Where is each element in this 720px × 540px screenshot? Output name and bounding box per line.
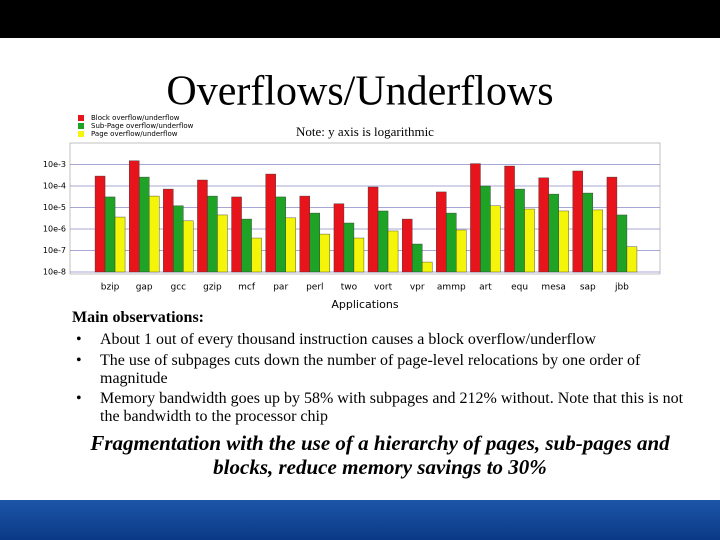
bullet-text: About 1 out of every thousand instructio… — [100, 331, 596, 348]
bar — [558, 210, 569, 273]
bar — [128, 160, 140, 273]
bar — [470, 163, 481, 273]
axis-note: Note: y axis is logarithmic — [296, 124, 434, 139]
legend-label: Block overflow/underflow — [91, 114, 180, 122]
x-tick-label: gcc — [171, 283, 187, 293]
bullet-symbol: • — [76, 352, 82, 369]
bar — [173, 205, 184, 273]
bar — [436, 191, 447, 273]
bar — [217, 214, 228, 273]
x-tick-label: mcf — [238, 283, 256, 293]
conclusion: Fragmentation with the use of a hierarch… — [90, 431, 670, 479]
bullet-text: The use of subpages cuts down the number… — [100, 352, 641, 387]
bar — [299, 195, 311, 273]
bullet-symbol: • — [76, 331, 82, 348]
bar — [231, 196, 242, 273]
y-tick-label: 10e-8 — [43, 268, 66, 277]
bar — [94, 175, 106, 273]
x-tick-label: two — [341, 283, 358, 293]
x-tick-label: art — [479, 283, 492, 293]
y-tick-label: 10e-6 — [43, 225, 66, 234]
legend-swatch — [78, 131, 84, 137]
bar — [241, 218, 252, 273]
bottom-band — [0, 500, 720, 540]
x-axis-label: Applications — [331, 298, 398, 311]
x-tick-label: gzip — [203, 283, 222, 293]
x-tick-label: jbb — [614, 283, 629, 293]
bar — [367, 186, 379, 273]
bar — [446, 212, 457, 273]
legend-swatch — [78, 123, 84, 129]
bar — [616, 214, 628, 273]
bar — [548, 193, 559, 273]
bar — [183, 220, 194, 273]
bar — [592, 209, 604, 273]
x-tick-label: gap — [136, 283, 153, 293]
bar — [138, 176, 150, 273]
x-tick-label: sap — [580, 283, 596, 293]
bar — [480, 185, 491, 273]
bar — [514, 188, 525, 273]
bar — [275, 196, 286, 273]
legend-swatch — [78, 115, 84, 121]
y-tick-label: 10e-3 — [43, 160, 66, 169]
slide-title: Overflows/Underflows — [166, 69, 553, 115]
bar — [114, 216, 126, 273]
legend-label: Page overflow/underflow — [91, 130, 178, 138]
bar — [285, 217, 296, 273]
bar — [104, 196, 116, 273]
y-tick-label: 10e-7 — [43, 246, 66, 255]
bar — [163, 188, 174, 273]
x-tick-label: vort — [374, 283, 393, 293]
bar — [343, 222, 355, 273]
bar — [197, 179, 208, 273]
bullet-text: Memory bandwidth goes up by 58% with sub… — [100, 390, 684, 425]
bar — [387, 230, 399, 273]
bar — [207, 195, 218, 273]
bar — [411, 243, 423, 273]
x-tick-label: mesa — [541, 283, 566, 293]
top-band — [0, 0, 720, 38]
x-tick-label: vpr — [410, 283, 425, 293]
bar — [456, 229, 467, 273]
bar — [265, 173, 276, 273]
bar — [377, 210, 389, 273]
bar — [524, 208, 535, 273]
y-tick-label: 10e-4 — [43, 182, 66, 191]
bar — [572, 170, 584, 273]
bar — [538, 177, 549, 273]
bar — [421, 261, 433, 273]
legend-label: Sub-Page overflow/underflow — [91, 122, 194, 130]
bar — [353, 237, 365, 273]
x-tick-label: par — [273, 283, 288, 293]
bullet-symbol: • — [76, 390, 82, 407]
bar — [626, 246, 638, 273]
x-tick-label: bzip — [101, 283, 120, 293]
x-tick-label: ammp — [437, 283, 466, 293]
bar — [333, 203, 345, 273]
bar — [319, 233, 331, 273]
bar — [606, 176, 618, 273]
y-tick-label: 10e-5 — [43, 203, 66, 212]
x-tick-label: equ — [511, 283, 528, 293]
bar — [490, 205, 501, 273]
bar — [148, 195, 160, 273]
x-tick-label: perl — [306, 283, 323, 293]
bar — [401, 218, 413, 273]
bar — [504, 165, 515, 273]
bar — [251, 237, 262, 273]
observations-heading: Main observations: — [72, 309, 204, 326]
bar — [582, 192, 594, 273]
bar — [309, 212, 321, 273]
